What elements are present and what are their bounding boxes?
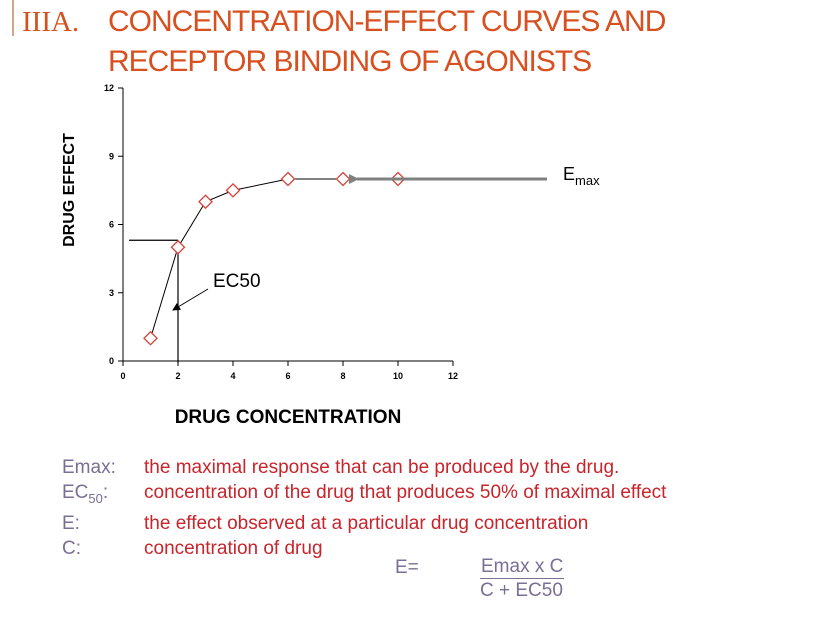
y-tick-label: 12 [104,83,114,93]
x-tick-label: 10 [393,371,403,381]
definition-row-e: E: the effect observed at a particular d… [62,511,666,536]
definition-row-emax: Emax: the maximal response that can be p… [62,455,666,480]
formula-lhs: E= [395,557,419,578]
y-tick-label: 9 [109,151,114,161]
ec50-pointer-arrow [172,288,209,311]
data-point-marker [143,330,158,346]
desc-emax: the maximal response that can be produce… [144,457,620,478]
x-tick-label: 0 [120,371,125,381]
title-side-rule [12,0,14,36]
desc-e: the effect observed at a particular drug… [144,512,589,534]
effect-curve-line [150,178,398,339]
x-tick-label: 12 [448,371,458,381]
data-point-marker [170,239,186,255]
term-ec50-sub: 50 [88,490,103,506]
ec50-label: EC50 [213,271,261,292]
y-tick-label: 3 [109,288,114,298]
term-e: E: [62,512,80,534]
y-tick-label: 0 [109,356,114,366]
x-tick-label: 2 [175,371,180,381]
data-point-marker [335,171,351,187]
title-line-1: CONCENTRATION-EFFECT CURVES AND [108,5,666,38]
x-tick-label: 4 [230,371,235,381]
data-point-marker [198,194,213,210]
x-tick-label: 6 [285,371,290,381]
term-ec50: EC50: [62,480,144,511]
formula-denominator: C + EC50 [480,580,563,601]
definition-row-c: C: concentration of drug [62,536,666,561]
desc-c: concentration of drug [144,537,323,559]
emax-label-base: E [563,164,575,184]
x-tick-label: 8 [340,371,345,381]
definitions-list: Emax: the maximal response that can be p… [62,455,666,561]
definition-row-ec50: EC50: concentration of the drug that pro… [62,480,666,511]
x-axis-label: DRUG CONCENTRATION [175,407,402,428]
emax-label-sub: max [575,173,600,188]
term-ec50-suffix: : [102,482,109,503]
term-c: C: [62,537,81,559]
emax-label: Emax [563,164,600,188]
term-emax: Emax: [62,457,116,478]
data-point-marker [280,171,296,187]
slide-title: IIIA. CONCENTRATION-EFFECT CURVES AND REC… [22,2,666,82]
title-number: IIIA. [22,6,80,38]
title-line-2: RECEPTOR BINDING OF AGONISTS [108,45,592,78]
y-tick-label: 6 [109,220,114,230]
desc-ec50: concentration of the drug that produces … [144,482,667,503]
concentration-effect-chart: DRUG EFFECT DRUG CONCENTRATION 0 2 4 6 8 10 12 0… [61,83,600,428]
term-ec50-base: EC [62,482,89,503]
data-point-marker [225,182,241,198]
formula-fraction: Emax x C C + EC50 [480,555,565,602]
formula-numerator: Emax x C [480,556,565,579]
y-axis-label: DRUG EFFECT [61,133,78,247]
